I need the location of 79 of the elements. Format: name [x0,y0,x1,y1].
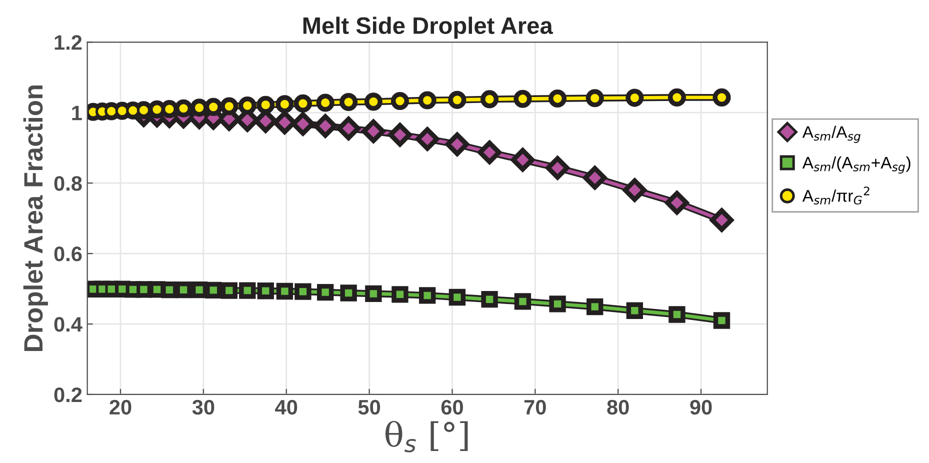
point [205,282,222,299]
point [511,148,534,172]
point [514,90,532,108]
point [294,94,312,112]
x-tick-label: 80 [607,400,629,415]
legend-label: A$_{sm}$/πr$_{G}$$^{2}$ [802,186,870,205]
point [340,93,358,112]
point [548,89,567,108]
point [586,89,604,108]
point [294,283,312,300]
y-tick-label: 0.8 [54,176,82,191]
point [713,312,730,329]
point [148,281,166,298]
point [161,281,178,298]
point [220,282,238,299]
point [481,291,498,308]
y-tick-label: 1 [72,106,82,120]
point [448,90,466,109]
point [712,88,731,106]
point [478,141,501,164]
point [190,98,208,117]
point [317,284,334,301]
point [626,302,643,319]
point [316,94,334,112]
point [362,120,385,143]
point [388,123,412,146]
chart-title: Melt Side Droplet Area [303,16,554,39]
y-tick-label: 0.4 [54,317,82,332]
y-tick-label: 0.2 [54,387,82,402]
point [337,117,360,140]
x-tick-label: 40 [275,400,298,415]
x-tick-label: 60 [441,400,463,415]
point [220,97,238,116]
point [364,92,382,111]
legend-label: A$_{sm}$/A$_{sg}$ [802,126,860,143]
point [546,156,569,180]
point [238,96,256,115]
point [392,286,408,303]
y-tick-label: 0.6 [54,246,82,262]
point [418,91,436,110]
point [514,293,532,310]
point [666,191,688,214]
point [257,282,274,300]
x-tick-label: 20 [110,400,132,415]
x-tick-label: 30 [192,400,214,415]
point [480,90,499,108]
point [668,306,686,323]
legend-label: A$_{sm}$/(A$_{sm}$+A$_{sg}$) [802,156,910,174]
point [549,296,566,312]
point [586,298,604,316]
y-axis-title: Droplet Area Fraction [23,86,48,351]
point [710,208,734,232]
point [204,98,222,116]
point [190,281,208,298]
point [314,114,337,138]
point [276,95,294,114]
point [340,284,357,302]
point [390,92,410,110]
point [419,287,436,304]
point [668,88,686,106]
point [626,88,644,107]
x-tick-label: 90 [690,400,712,415]
x-tick-label: 70 [524,400,546,415]
point [623,178,646,202]
point [416,128,439,150]
point [273,111,296,134]
point [365,285,382,302]
y-tick-label: 1.2 [54,35,82,50]
x-tick-label: 50 [358,400,380,415]
point [448,288,466,306]
point [446,132,469,156]
point [175,281,192,298]
point [292,112,314,136]
point [239,282,256,299]
point [256,96,275,114]
point [584,166,606,190]
x-axis-title: θ$_{s}$ [°] [386,420,468,452]
point [174,99,193,118]
point [276,282,294,300]
